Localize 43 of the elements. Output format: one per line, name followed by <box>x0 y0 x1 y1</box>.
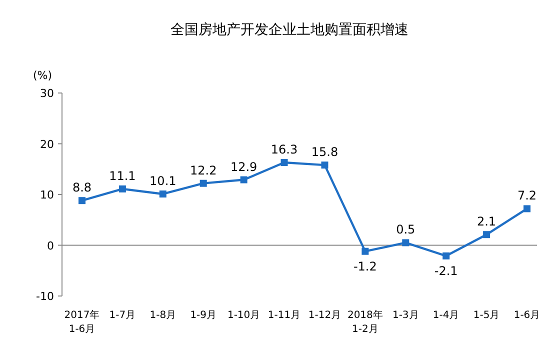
x-tick-label: 1-12月 <box>308 310 342 321</box>
data-label: 15.8 <box>311 145 338 160</box>
x-tick-label: 1-6月 <box>514 310 540 321</box>
data-label: -2.1 <box>434 264 458 278</box>
point <box>321 162 328 169</box>
point <box>200 180 207 187</box>
chart-title: 全国房地产开发企业土地购置面积增速 <box>170 22 408 38</box>
data-label: 7.2 <box>517 188 537 203</box>
point <box>78 197 86 204</box>
y-tick-label: 0 <box>47 239 54 252</box>
x-tick-label: 1-11月 <box>268 310 301 321</box>
data-label: 12.9 <box>230 160 258 174</box>
point <box>362 248 369 255</box>
data-label: 10.1 <box>150 174 176 188</box>
x-tick-label: 2018年 1-2月 <box>347 309 383 335</box>
data-label: -1.2 <box>353 259 377 274</box>
x-tick-label: 1-7月 <box>109 310 136 321</box>
y-tick-label: 30 <box>40 87 54 100</box>
data-label: 0.5 <box>396 222 416 237</box>
point <box>524 205 530 212</box>
x-tick-label: 1-9月 <box>190 310 217 321</box>
x-tick-label: 1-3月 <box>392 310 419 321</box>
point <box>280 159 288 166</box>
y-axis-title: (%) <box>32 69 52 82</box>
point <box>402 239 410 246</box>
x-tick-label: 1-4月 <box>432 310 460 321</box>
data-label: 12.2 <box>190 163 217 178</box>
point <box>442 252 450 260</box>
x-tick-label: 1-5月 <box>473 310 500 321</box>
data-label: 2.1 <box>477 214 496 229</box>
point <box>483 231 490 238</box>
x-tick-label: 2017年 1-6月 <box>64 309 100 335</box>
x-tick-label: 1-10月 <box>227 310 260 321</box>
y-tick-label: 10 <box>40 188 54 202</box>
data-label: 11.1 <box>109 168 136 183</box>
x-tick-label: 1-8月 <box>150 310 176 321</box>
y-tick-label: 20 <box>40 138 54 151</box>
point <box>159 190 166 198</box>
data-label: 16.3 <box>270 142 298 157</box>
data-label: 8.8 <box>72 180 92 195</box>
y-tick-label: -10 <box>36 290 54 303</box>
point <box>118 185 126 192</box>
point <box>240 176 248 184</box>
